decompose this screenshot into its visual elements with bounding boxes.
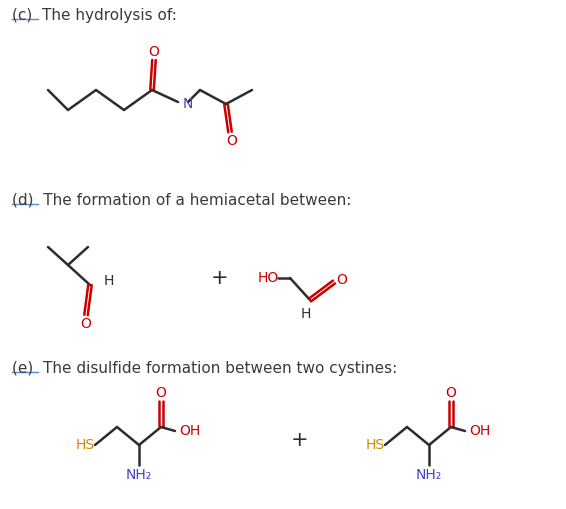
Text: O: O: [148, 45, 160, 59]
Text: OH: OH: [179, 424, 200, 438]
Text: O: O: [445, 386, 456, 400]
Text: HS: HS: [366, 438, 385, 452]
Text: +: +: [291, 430, 309, 450]
Text: NH₂: NH₂: [416, 468, 442, 482]
Text: HO: HO: [258, 271, 279, 285]
Text: (c)  The hydrolysis of:: (c) The hydrolysis of:: [12, 8, 177, 22]
Text: N: N: [183, 97, 194, 111]
Text: O: O: [156, 386, 166, 400]
Text: OH: OH: [469, 424, 490, 438]
Text: +: +: [211, 268, 229, 288]
Text: H: H: [104, 274, 114, 288]
Text: HS: HS: [76, 438, 95, 452]
Text: NH₂: NH₂: [126, 468, 152, 482]
Text: O: O: [337, 273, 348, 287]
Text: (e)  The disulfide formation between two cystines:: (e) The disulfide formation between two …: [12, 360, 397, 376]
Text: (d)  The formation of a hemiacetal between:: (d) The formation of a hemiacetal betwee…: [12, 192, 351, 208]
Text: O: O: [80, 317, 92, 331]
Text: H: H: [301, 307, 311, 321]
Text: O: O: [226, 134, 238, 148]
